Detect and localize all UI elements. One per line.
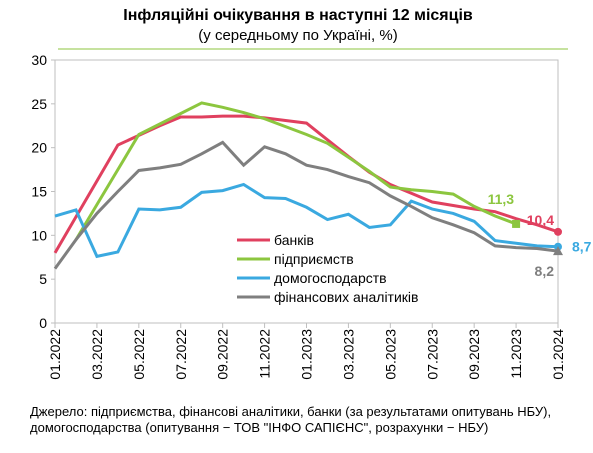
x-tick-label: 07.2022 <box>173 329 189 380</box>
legend-label: банків <box>274 232 314 248</box>
y-tick-label: 0 <box>39 315 47 331</box>
x-tick-label: 01.2023 <box>299 329 315 380</box>
value-label: 11,3 <box>488 191 515 207</box>
y-tick-label: 30 <box>31 52 47 68</box>
legend-label: фінансових аналітиків <box>274 289 418 305</box>
series-line <box>74 101 517 241</box>
series-line <box>54 182 559 259</box>
y-tick-label: 10 <box>31 227 47 243</box>
chart-title: Інфляційні очікування в наступні 12 міся… <box>123 7 473 24</box>
x-tick-label: 05.2023 <box>382 329 398 380</box>
x-tick-label: 03.2022 <box>89 329 105 380</box>
legend-label: підприємств <box>274 251 354 267</box>
x-tick-label: 09.2022 <box>215 329 231 380</box>
x-tick-label: 03.2023 <box>340 329 356 380</box>
legend-label: домогосподарств <box>274 270 387 286</box>
x-tick-label: 01.2024 <box>550 329 566 380</box>
end-marker <box>512 219 521 228</box>
source-line: Джерело: підприємства, фінансові аналіти… <box>30 404 551 419</box>
value-label: 10,4 <box>527 212 554 228</box>
x-tick-label: 09.2023 <box>466 329 482 380</box>
x-tick-label: 01.2022 <box>47 329 63 380</box>
value-label: 8,7 <box>572 239 592 255</box>
series-line <box>53 140 559 270</box>
end-marker <box>554 227 562 236</box>
y-tick-label: 25 <box>31 96 47 112</box>
value-label: 8,2 <box>535 263 555 279</box>
x-tick-label: 11.2022 <box>257 329 273 379</box>
x-tick-label: 05.2022 <box>131 329 147 380</box>
x-tick-label: 11.2023 <box>508 329 524 379</box>
end-marker <box>553 246 563 256</box>
y-tick-label: 5 <box>39 271 47 287</box>
source-line: домогосподарства (опитування − ТОВ "ІНФО… <box>30 420 488 435</box>
y-tick-label: 20 <box>31 140 47 156</box>
x-tick-label: 07.2023 <box>424 329 440 380</box>
y-tick-label: 15 <box>31 184 47 200</box>
chart-subtitle: (у середньому по Україні, %) <box>198 27 397 44</box>
